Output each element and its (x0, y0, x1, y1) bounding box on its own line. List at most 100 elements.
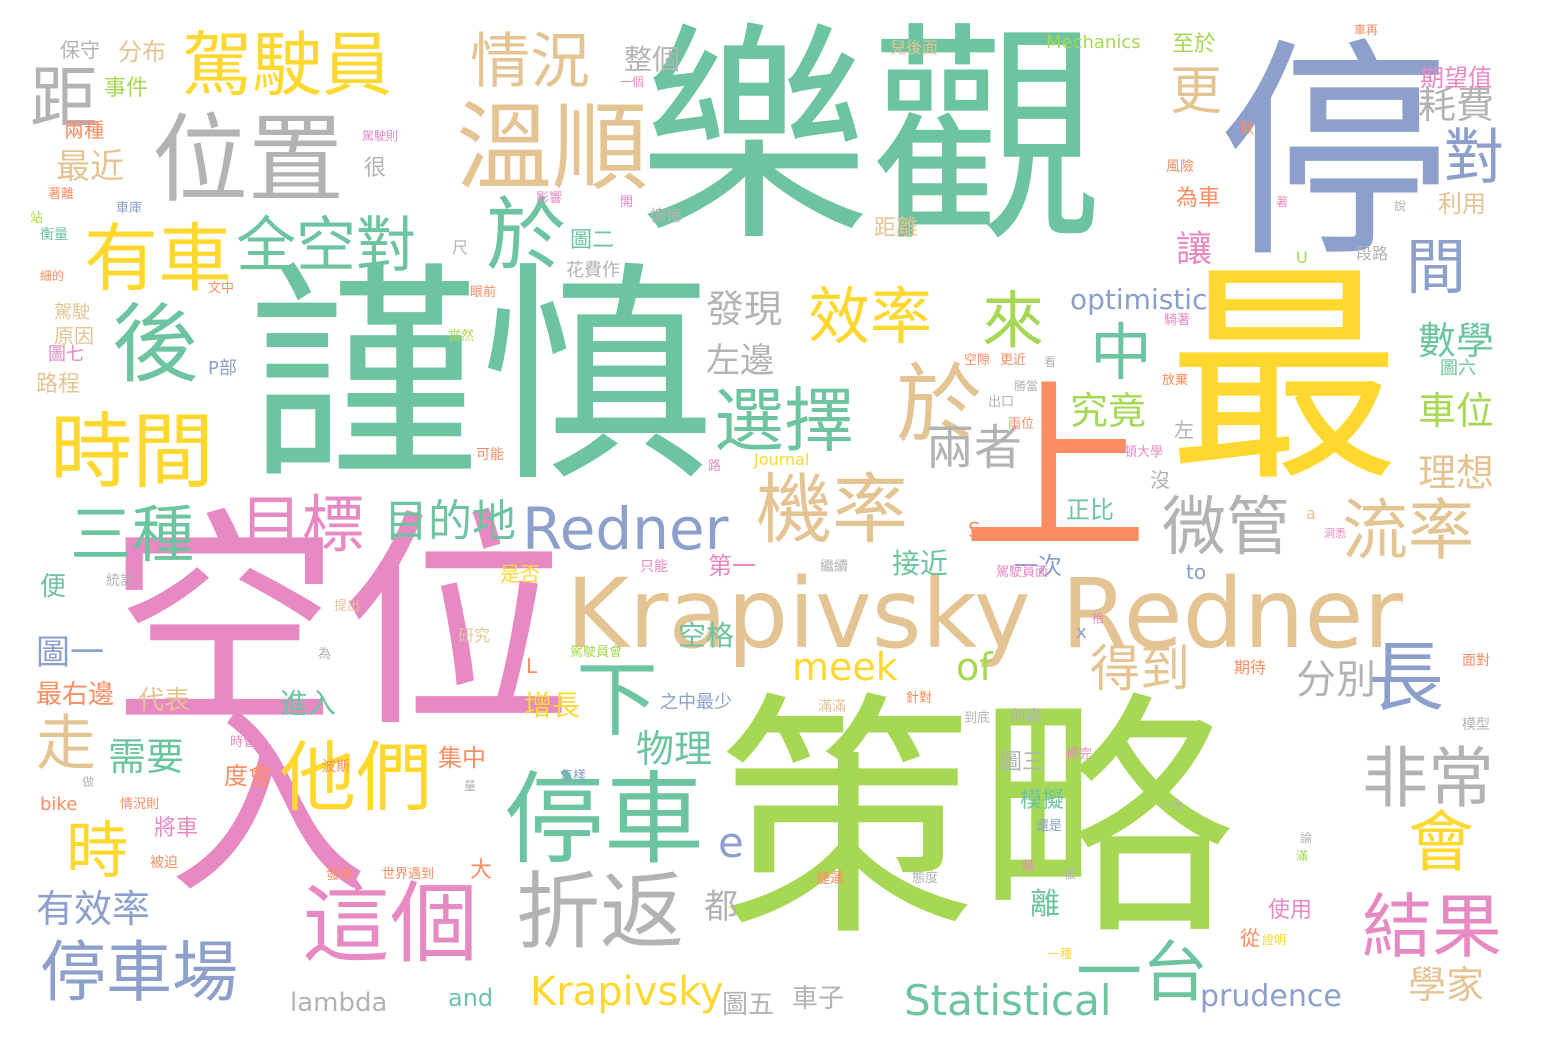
cloud-word: 樂觀 (638, 3, 1103, 273)
cloud-word: and (448, 984, 494, 1012)
cloud-word: 中 (1090, 316, 1153, 389)
cloud-word: 路 (708, 459, 722, 474)
cloud-word: 兩者 (926, 420, 1023, 476)
cloud-word: 使用 (1268, 898, 1313, 923)
cloud-word: Krapivsky (530, 969, 724, 1015)
cloud-word: 分別 (1296, 657, 1376, 703)
cloud-word: 策略 (718, 671, 1234, 971)
cloud-word: 怎樣 (560, 769, 587, 784)
cloud-word: 車位 (1418, 389, 1495, 433)
cloud-word: 於 (896, 355, 982, 455)
cloud-word: L (526, 654, 538, 678)
cloud-word: 著離 (48, 187, 75, 202)
cloud-word: 更近 (1000, 353, 1027, 368)
cloud-word: 增長 (524, 689, 581, 722)
cloud-word: 謹慎 (248, 243, 713, 513)
cloud-word: 距 (30, 60, 99, 139)
cloud-word: 理想 (1418, 451, 1495, 495)
cloud-word: 段路 (1356, 244, 1389, 263)
cloud-word: 車庫 (116, 201, 143, 216)
cloud-word: 整個 (624, 43, 681, 76)
cloud-word: 面 (216, 523, 230, 538)
cloud-word: 滿滿 (818, 699, 846, 715)
cloud-word: 出口 (988, 395, 1015, 410)
cloud-word: 路程 (36, 372, 81, 397)
cloud-word: 發表 (326, 867, 354, 883)
cloud-word: 騎著 (1164, 313, 1191, 328)
cloud-word: 看 (1044, 355, 1057, 369)
cloud-word: 學家 (1408, 963, 1485, 1007)
cloud-word: 世界遇到 (382, 867, 435, 882)
cloud-word: 分布 (118, 38, 166, 66)
cloud-word: 情況則 (120, 797, 160, 812)
cloud-word: Statistical (904, 976, 1112, 1025)
cloud-word: 只能 (640, 559, 668, 575)
cloud-word: 正比 (1066, 496, 1114, 524)
cloud-word: 左 (1174, 418, 1194, 442)
cloud-word: 影響 (536, 191, 563, 206)
cloud-word: 可能 (476, 447, 504, 463)
cloud-word: 車子 (792, 984, 845, 1014)
cloud-word: 駕駛員會 (570, 645, 623, 660)
cloud-word: 時間 (50, 405, 215, 500)
cloud-word: 為 (318, 647, 332, 662)
cloud-word: 他們 (280, 733, 432, 822)
cloud-word: 間 (1406, 233, 1466, 303)
cloud-word: 停 (1218, 19, 1451, 289)
cloud-word: to (1186, 560, 1207, 584)
cloud-word: 停車 (504, 761, 704, 878)
cloud-word: 集中 (438, 744, 486, 772)
cloud-word: 利用 (1438, 190, 1486, 218)
cloud-word: 兩種 (64, 118, 104, 142)
cloud-word: 得到 (1090, 640, 1190, 698)
cloud-word: 駕駛員 (182, 24, 392, 106)
cloud-word: 目的地 (384, 496, 516, 547)
cloud-word: 從 (1240, 926, 1260, 950)
cloud-word: 時會 (230, 735, 257, 750)
cloud-word: 還是 (1036, 819, 1063, 834)
cloud-word: 左邊 (706, 341, 774, 381)
cloud-word: 抬 (1092, 611, 1105, 625)
cloud-word: 究竟 (1070, 389, 1147, 433)
cloud-word: 一次 (1014, 552, 1062, 580)
cloud-word: 度會 (224, 762, 272, 790)
cloud-word: 期待 (1234, 658, 1267, 677)
cloud-word: x (1076, 622, 1087, 643)
cloud-word: 效率 (808, 280, 933, 353)
cloud-word: 停完 (1066, 747, 1093, 762)
cloud-word: 有車 (84, 216, 232, 302)
cloud-word: 最 (1168, 243, 1401, 513)
cloud-word: 駕駛則 (362, 129, 399, 143)
cloud-word: 取 (1240, 121, 1254, 137)
cloud-word: P部 (208, 358, 237, 379)
cloud-word: 位置 (152, 104, 344, 216)
cloud-word: 洞悉 (1324, 527, 1346, 540)
cloud-word: 到底 (964, 711, 991, 726)
cloud-word: 目標 (240, 488, 365, 561)
cloud-word: 需要 (108, 735, 185, 779)
cloud-word: 證明 (1262, 933, 1287, 947)
cloud-word: 最右邊 (36, 680, 115, 710)
cloud-word: Journal (754, 450, 810, 469)
cloud-word: of (956, 645, 993, 689)
cloud-word: 面對 (1462, 653, 1490, 669)
cloud-word: 駕駛 (54, 302, 90, 323)
cloud-word: U (1296, 248, 1308, 267)
cloud-word: 對 (1444, 123, 1504, 193)
cloud-word: 波斯 (322, 759, 350, 775)
cloud-word: 模擬 (1020, 788, 1065, 813)
cloud-word: 數學 (1418, 319, 1495, 363)
cloud-word: 沒 (1150, 468, 1170, 492)
cloud-word: 一台 (1076, 934, 1208, 1011)
cloud-word: 至於 (1172, 32, 1217, 57)
cloud-word: 三種 (70, 498, 195, 571)
cloud-word: 情況 (470, 27, 590, 97)
cloud-word: 尺 (452, 238, 469, 257)
cloud-word: 被 (1064, 867, 1077, 881)
cloud-word: 很 (364, 156, 387, 181)
cloud-word: 大 (470, 858, 493, 883)
cloud-word: 站 (30, 211, 44, 226)
cloud-word: 模型 (1462, 717, 1490, 733)
cloud-word: 論 (1300, 831, 1313, 845)
cloud-word: 圖七 (48, 344, 84, 365)
